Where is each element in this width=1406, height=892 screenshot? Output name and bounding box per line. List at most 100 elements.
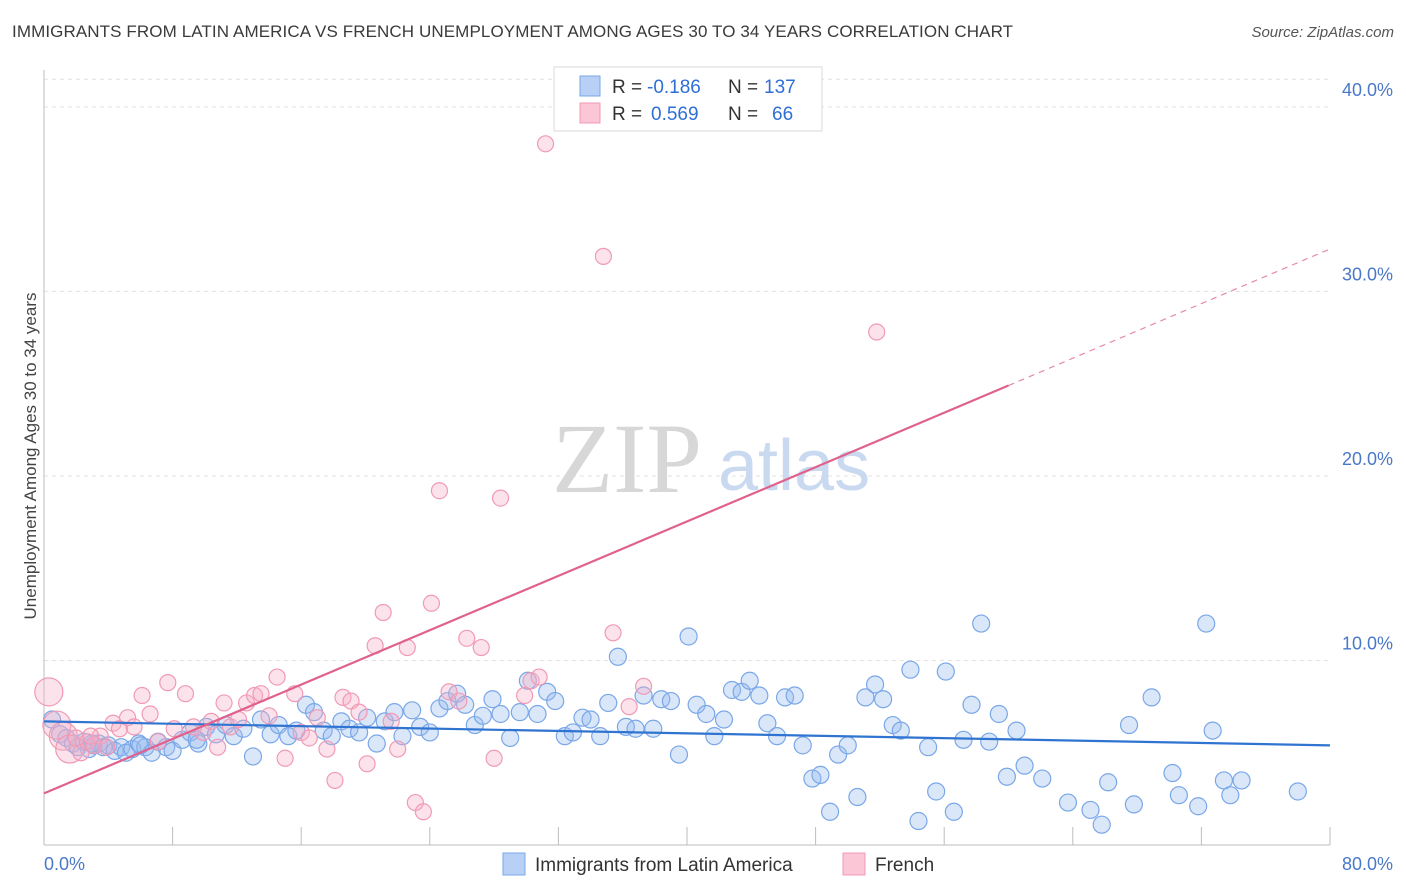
trend-line-french-extension [1008, 248, 1331, 387]
data-point-latin-america [1007, 721, 1026, 740]
y-tick-label: 20.0% [1342, 449, 1393, 469]
legend-bottom-label-latin-america: Immigrants from Latin America [535, 855, 793, 876]
data-point-latin-america [997, 767, 1016, 786]
gridlines [44, 78, 1330, 661]
data-point-latin-america [224, 727, 243, 746]
data-point-french [450, 692, 468, 710]
data-point-latin-america [599, 693, 618, 713]
chart-title: IMMIGRANTS FROM LATIN AMERICA VS FRENCH … [12, 22, 1014, 41]
data-point-latin-america [944, 802, 963, 821]
trend-line-latin-america [43, 720, 1331, 747]
data-point-latin-america [829, 745, 848, 764]
data-point-latin-america [714, 710, 734, 729]
legend-n-value-latin-america: 137 [764, 77, 796, 98]
data-point-french [634, 677, 653, 695]
data-point-french [159, 674, 177, 692]
data-point-french [85, 736, 103, 754]
data-point-latin-america [1197, 614, 1216, 633]
data-point-latin-america [1163, 763, 1182, 783]
data-point-latin-america [1033, 769, 1052, 788]
data-point-latin-america [954, 730, 973, 749]
legend-swatch-french [579, 102, 601, 124]
legend-bottom-label-french: French [875, 855, 934, 876]
data-point-latin-america [1288, 782, 1307, 801]
data-point-french [414, 803, 432, 821]
data-point-latin-america [848, 787, 867, 807]
data-point-french [176, 685, 195, 703]
series-french-points [34, 135, 886, 821]
data-point-french [209, 738, 227, 756]
data-point-latin-america [1081, 800, 1100, 820]
data-point-french [260, 707, 278, 725]
data-point-french [868, 323, 886, 341]
watermark: ZIP atlas [552, 403, 870, 514]
data-point-french [358, 755, 376, 773]
data-point-latin-america [501, 728, 520, 748]
data-point-latin-america [131, 736, 150, 755]
data-point-latin-america [740, 671, 759, 690]
data-point-latin-america [206, 725, 226, 744]
data-point-latin-america [919, 738, 938, 757]
data-point-latin-america [891, 721, 910, 740]
data-point-french [536, 135, 555, 153]
series-latin-america-points [42, 614, 1307, 834]
watermark-zip: ZIP [552, 403, 702, 514]
data-point-french [522, 672, 540, 690]
data-point-latin-america [856, 688, 875, 707]
data-point-latin-america [1099, 773, 1118, 792]
data-point-latin-america [705, 727, 724, 746]
y-axis-label: Unemployment Among Ages 30 to 34 years [21, 293, 40, 620]
data-point-french [516, 686, 534, 705]
data-point-latin-america [644, 719, 663, 738]
data-point-latin-america [865, 675, 885, 694]
legend-r-value-french: 0.569 [651, 104, 699, 125]
data-point-latin-america [1124, 795, 1143, 814]
data-point-french [125, 718, 143, 736]
legend-bottom-swatch-french [842, 852, 866, 876]
data-point-latin-america [483, 690, 502, 709]
data-point-french [620, 698, 638, 716]
data-point-latin-america [340, 719, 359, 738]
data-point-french [472, 638, 490, 657]
legend-swatch-latin-america [579, 75, 601, 97]
data-point-french [382, 712, 400, 730]
data-point-latin-america [980, 732, 999, 751]
data-point-latin-america [909, 811, 928, 831]
data-point-french [133, 686, 151, 705]
data-point-french [300, 729, 318, 747]
data-point-latin-america [1058, 793, 1078, 812]
data-point-latin-america [375, 712, 394, 731]
data-point-latin-america [758, 714, 777, 733]
data-point-latin-america [669, 745, 689, 764]
data-point-latin-america [750, 686, 769, 705]
data-point-latin-america [962, 695, 981, 714]
data-point-latin-america [411, 717, 430, 737]
legend-series: Immigrants from Latin America French [502, 852, 934, 876]
data-point-french [491, 489, 510, 507]
data-point-latin-america [581, 710, 600, 729]
data-point-latin-america [1221, 786, 1240, 805]
data-point-french [326, 771, 344, 790]
data-point-latin-america [243, 747, 263, 766]
data-point-french [268, 668, 286, 686]
data-point-latin-america [1119, 715, 1139, 735]
data-point-french [530, 668, 548, 686]
data-point-latin-america [785, 686, 804, 705]
source-credit: Source: ZipAtlas.com [1251, 24, 1394, 41]
data-point-latin-america [626, 719, 645, 738]
data-point-latin-america [591, 727, 610, 746]
data-point-latin-america [1169, 786, 1188, 805]
legend-stats: R = -0.186 N = 137 R = 0.569 N = 66 [553, 66, 823, 132]
data-point-latin-america [473, 706, 492, 725]
data-point-latin-america [403, 701, 422, 720]
data-point-latin-america [1232, 771, 1251, 790]
data-point-french [118, 709, 137, 727]
data-point-latin-america [367, 734, 386, 753]
data-point-latin-america [972, 614, 991, 633]
data-point-latin-america [634, 686, 653, 705]
data-point-latin-america [608, 647, 627, 666]
data-point-latin-america [1203, 721, 1222, 740]
data-point-french [34, 677, 64, 707]
data-point-latin-america [1189, 797, 1208, 816]
